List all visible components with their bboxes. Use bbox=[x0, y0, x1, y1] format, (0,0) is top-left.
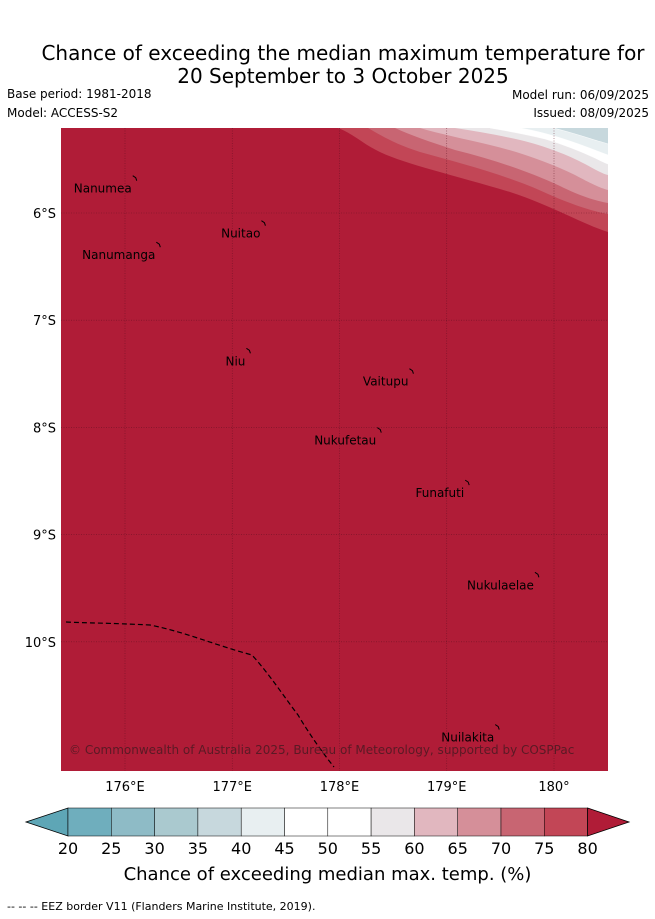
colorbar-segment bbox=[284, 807, 329, 837]
island-label: Nukufetau bbox=[314, 434, 376, 448]
island-label: Nanumea bbox=[74, 182, 132, 196]
eez-border bbox=[65, 621, 335, 768]
lat-tick-label: 9°S bbox=[33, 529, 56, 544]
model-run-date: Model run: 06/09/2025 bbox=[511, 88, 649, 102]
island-label: Nukulaelae bbox=[467, 578, 534, 592]
colorbar-tick-label: 30 bbox=[144, 839, 164, 858]
island-shape bbox=[261, 220, 266, 226]
colorbar-segment bbox=[111, 807, 155, 837]
lon-tick-label: 176°E bbox=[105, 780, 145, 795]
lon-tick-label: 180° bbox=[538, 780, 569, 795]
lat-tick-label: 7°S bbox=[33, 314, 56, 329]
lat-tick-label: 8°S bbox=[33, 421, 56, 436]
island-label: Nuilakita bbox=[441, 731, 494, 745]
colorbar-tick-label: 50 bbox=[318, 839, 338, 858]
island-shape bbox=[132, 175, 138, 181]
colorbar-tick-label: 70 bbox=[491, 839, 511, 858]
island-shape bbox=[156, 241, 161, 248]
issued-date: Issued: 08/09/2025 bbox=[533, 106, 649, 120]
colorbar-tick-label: 75 bbox=[534, 839, 554, 858]
colorbar-tick-label: 80 bbox=[577, 839, 597, 858]
island-marker: Nanumea bbox=[74, 175, 138, 196]
gridlines bbox=[61, 128, 608, 771]
islands-layer: Nanumea Nuitao Nanumanga Niu Vaitupu Nukufeta… bbox=[74, 175, 540, 745]
colorbar-segment bbox=[500, 807, 545, 837]
island-label: Niu bbox=[225, 354, 245, 368]
lat-tick-label: 10°S bbox=[25, 636, 56, 651]
colorbar-segment bbox=[544, 807, 588, 837]
colorbar-tick-label: 55 bbox=[361, 839, 381, 858]
title-line-1: Chance of exceeding the median maximum t… bbox=[41, 41, 645, 65]
model-name: Model: ACCESS-S2 bbox=[7, 106, 119, 120]
colorbar: 20 25 30 35 40 45 50 55 60 65 70 75 80 bbox=[24, 807, 631, 858]
colorbar-segment bbox=[457, 807, 502, 837]
colorbar-extend-low bbox=[24, 807, 69, 837]
colorbar-tick-label: 40 bbox=[231, 839, 251, 858]
colorbar-segment bbox=[327, 807, 372, 837]
island-shape bbox=[246, 347, 251, 354]
lon-tick-label: 178°E bbox=[320, 780, 360, 795]
copyright-text: © Commonwealth of Australia 2025, Bureau… bbox=[69, 743, 574, 757]
colorbar-tick-label: 60 bbox=[404, 839, 424, 858]
island-label: Nanumanga bbox=[82, 248, 155, 262]
colorbar-extend-high bbox=[587, 807, 631, 837]
latitude-ticks: 6°S 7°S 8°S 9°S 10°S bbox=[25, 207, 56, 651]
eez-footnote: -- -- -- EEZ border V11 (Flanders Marine… bbox=[7, 900, 316, 913]
island-marker: Nuilakita bbox=[441, 724, 500, 745]
island-shape bbox=[464, 479, 470, 486]
island-shape bbox=[409, 368, 414, 374]
forecast-map: Nanumea Nuitao Nanumanga Niu Vaitupu Nukufeta… bbox=[24, 128, 631, 858]
colorbar-tick-label: 45 bbox=[274, 839, 294, 858]
island-marker: Nukulaelae bbox=[467, 571, 540, 592]
island-marker: Nanumanga bbox=[82, 241, 161, 262]
map-background bbox=[61, 128, 608, 771]
colorbar-tick-label: 35 bbox=[188, 839, 208, 858]
island-label: Funafuti bbox=[416, 486, 465, 500]
lat-tick-label: 6°S bbox=[33, 207, 56, 222]
colorbar-segment bbox=[370, 807, 415, 837]
island-marker: Funafuti bbox=[416, 479, 470, 500]
lon-tick-label: 177°E bbox=[212, 780, 252, 795]
colorbar-segment bbox=[414, 807, 458, 837]
colorbar-tick-label: 65 bbox=[448, 839, 468, 858]
colorbar-tick-label: 20 bbox=[58, 839, 78, 858]
colorbar-title: Chance of exceeding median max. temp. (%… bbox=[123, 864, 532, 885]
colorbar-segment bbox=[240, 807, 285, 837]
island-marker: Niu bbox=[225, 347, 251, 368]
colorbar-segment bbox=[67, 807, 112, 837]
island-marker: Vaitupu bbox=[363, 368, 414, 389]
title-line-2: 20 September to 3 October 2025 bbox=[177, 64, 509, 88]
island-marker: Nukufetau bbox=[314, 427, 382, 448]
island-label: Nuitao bbox=[221, 227, 260, 241]
colorbar-segment bbox=[154, 807, 199, 837]
base-period: Base period: 1981-2018 bbox=[7, 87, 152, 101]
longitude-ticks: 176°E 177°E 178°E 179°E 180° bbox=[105, 780, 569, 795]
island-label: Vaitupu bbox=[363, 375, 409, 389]
island-marker: Nuitao bbox=[221, 220, 266, 241]
island-shape bbox=[494, 724, 500, 730]
island-shape bbox=[534, 571, 540, 578]
colorbar-tick-label: 25 bbox=[101, 839, 121, 858]
colorbar-segment bbox=[197, 807, 242, 837]
lon-tick-label: 179°E bbox=[427, 780, 467, 795]
contour-40 bbox=[553, 128, 608, 144]
chart-title: Chance of exceeding the median maximum t… bbox=[0, 42, 655, 88]
island-shape bbox=[376, 427, 382, 433]
